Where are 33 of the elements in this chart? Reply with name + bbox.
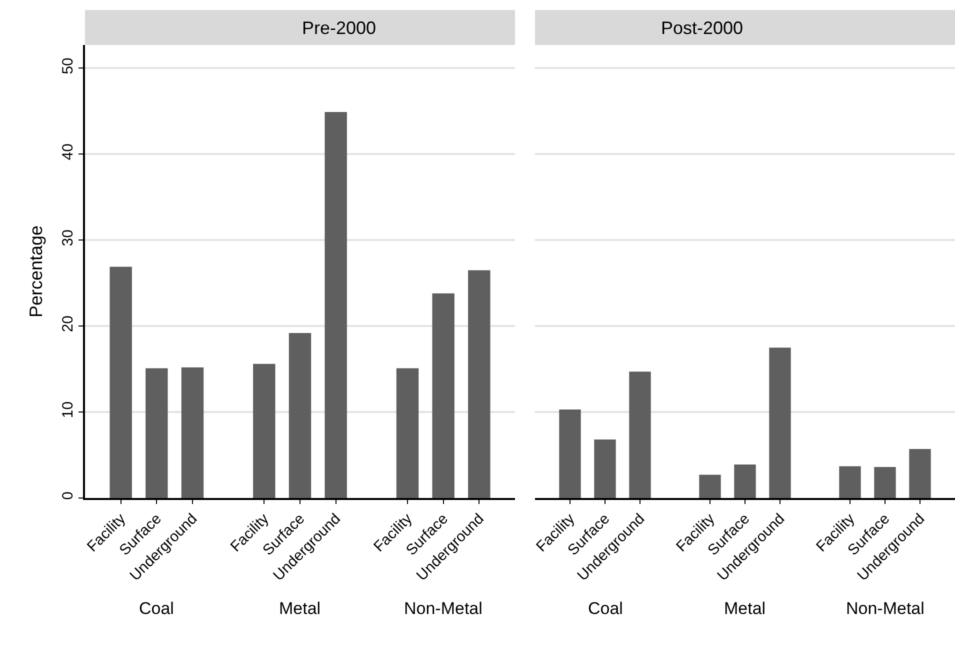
- y-tick-label: 10: [59, 401, 76, 418]
- bar: [699, 474, 721, 498]
- text: Metal: [279, 599, 321, 618]
- bar: [734, 464, 756, 498]
- bar: [629, 372, 651, 498]
- bar: [909, 449, 931, 498]
- text: Coal: [588, 599, 623, 618]
- bar: [181, 367, 204, 498]
- bar: [594, 440, 616, 498]
- y-axis-title: Percentage: [26, 225, 46, 318]
- bar: [253, 364, 276, 498]
- bar: [432, 293, 454, 498]
- bar: [839, 466, 861, 498]
- bar: [559, 409, 581, 498]
- text: Non-Metal: [846, 599, 924, 618]
- chart-title: Pre-2000: [302, 18, 376, 38]
- bar: [110, 266, 132, 498]
- bar: [874, 467, 896, 498]
- text: Metal: [724, 599, 766, 618]
- bar: [146, 368, 168, 498]
- bar: [324, 112, 347, 498]
- bar: [288, 332, 312, 498]
- y-tick-label: 50: [59, 58, 76, 74]
- bar: [396, 368, 419, 498]
- y-tick-label: 20: [59, 315, 76, 332]
- y-tick-label: 30: [59, 230, 76, 246]
- y-tick-label: 40: [59, 144, 76, 160]
- y-tick-label: 0: [59, 492, 76, 500]
- text: Non-Metal: [404, 599, 482, 618]
- text: Coal: [139, 599, 174, 618]
- bar: [769, 348, 791, 498]
- chart-title: Post-2000: [661, 18, 744, 38]
- bar: [468, 270, 490, 498]
